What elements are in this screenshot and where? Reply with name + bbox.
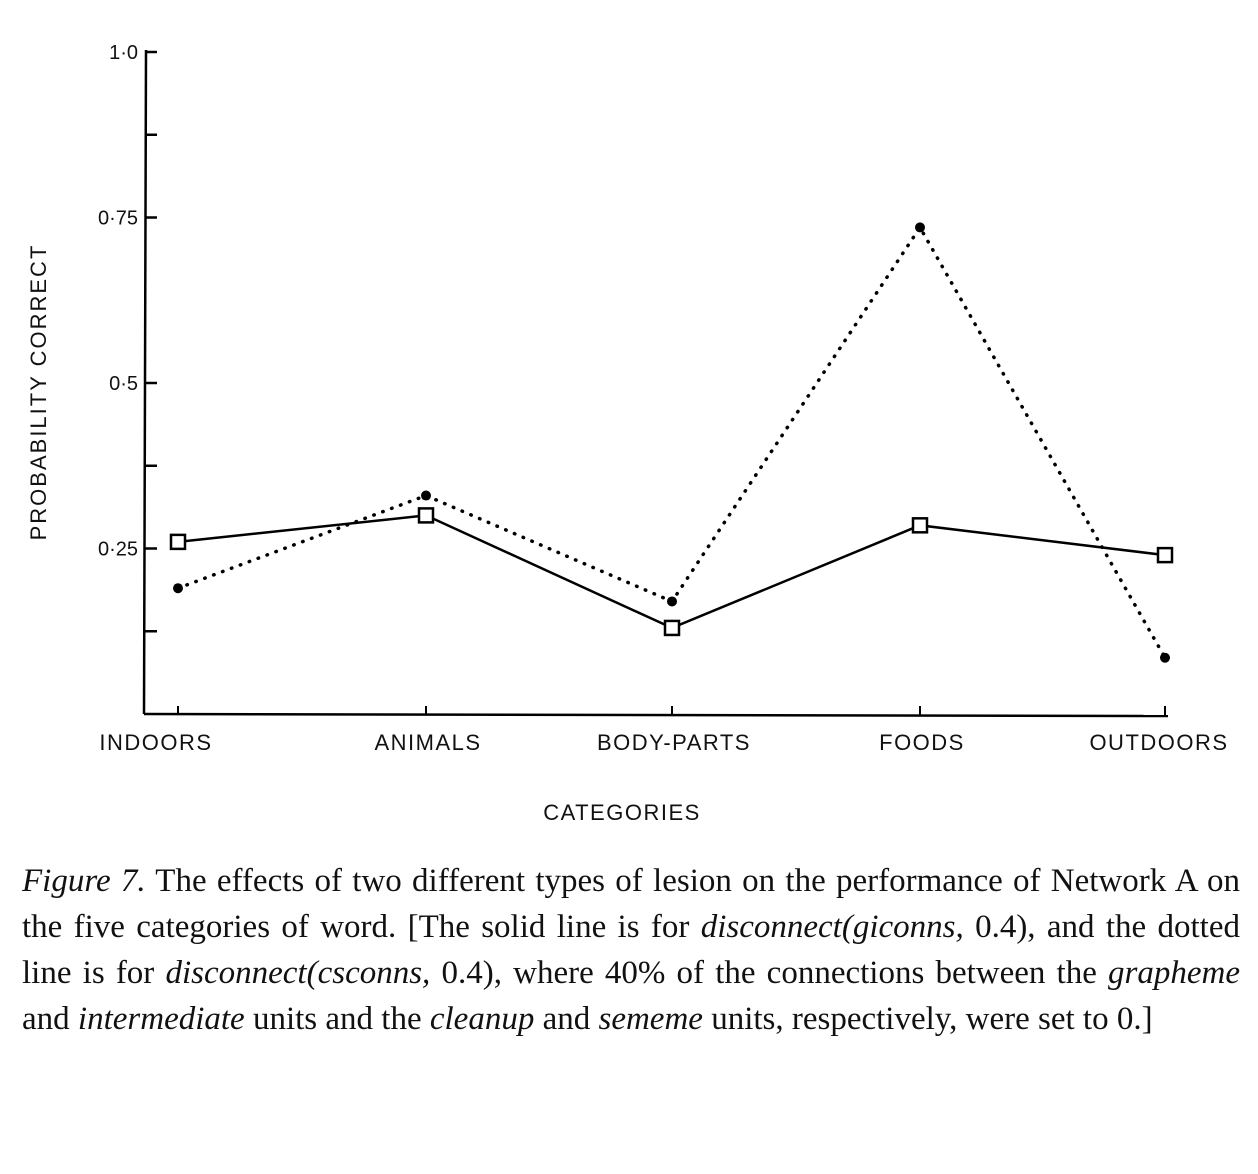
caption-text: units, respectively, were set to 0.] <box>702 1001 1153 1037</box>
square-marker <box>1156 546 1174 564</box>
square-marker <box>417 507 435 524</box>
caption-text: The effects of two different types of le… <box>22 863 1240 945</box>
y-tick-label: 0·5 <box>109 373 138 395</box>
y-tick-label: 0·75 <box>98 208 138 230</box>
square-marker <box>911 517 929 534</box>
solid-series-line <box>177 514 1166 630</box>
caption-italic: intermediate <box>77 1001 245 1037</box>
caption-italic: disconnect(csconns, <box>165 955 431 991</box>
caption-text: and <box>534 1001 599 1037</box>
dot-marker <box>667 596 677 607</box>
x-tick-label: ANIMALS <box>374 730 481 755</box>
y-axis-title: PROBABILITY CORRECT <box>26 244 51 541</box>
caption-text: and <box>22 1001 78 1037</box>
dotted-series-line <box>176 224 1167 660</box>
dot-marker <box>173 583 183 594</box>
dot-marker <box>1160 652 1170 663</box>
square-marker <box>169 533 187 551</box>
caption-italic: cleanup <box>429 1001 535 1037</box>
x-tick-label: FOODS <box>879 730 965 755</box>
caption-text: 0.4), and the dotted line is for <box>22 909 1240 991</box>
caption-text: 0.4), where 40% of the connections betwe… <box>430 955 1109 991</box>
x-tick-label: BODY-PARTS <box>597 730 751 755</box>
y-tick-label: 1·0 <box>109 42 138 64</box>
dot-marker <box>421 490 431 501</box>
x-axis-title: CATEGORIES <box>543 800 701 825</box>
caption-text: units and the <box>244 1001 430 1037</box>
figure-label: Figure 7. <box>22 863 146 899</box>
caption-italic: disconnect(giconns, <box>700 909 964 945</box>
figure-caption: Figure 7. The effects of two different t… <box>22 858 1240 1042</box>
square-marker <box>663 619 681 637</box>
y-tick-label: 0·25 <box>98 539 138 561</box>
caption-italic: grapheme <box>1108 955 1240 991</box>
caption-italic: sememe <box>598 1001 703 1037</box>
line-chart: 1·0 0·75 0·5 0·25 INDOORS ANIMALS BODY-PARTS F… <box>26 42 1228 825</box>
x-tick-label: INDOORS <box>99 730 212 755</box>
x-axis <box>143 712 1169 718</box>
x-tick-label: OUTDOORS <box>1089 730 1228 755</box>
dot-marker <box>915 222 925 233</box>
